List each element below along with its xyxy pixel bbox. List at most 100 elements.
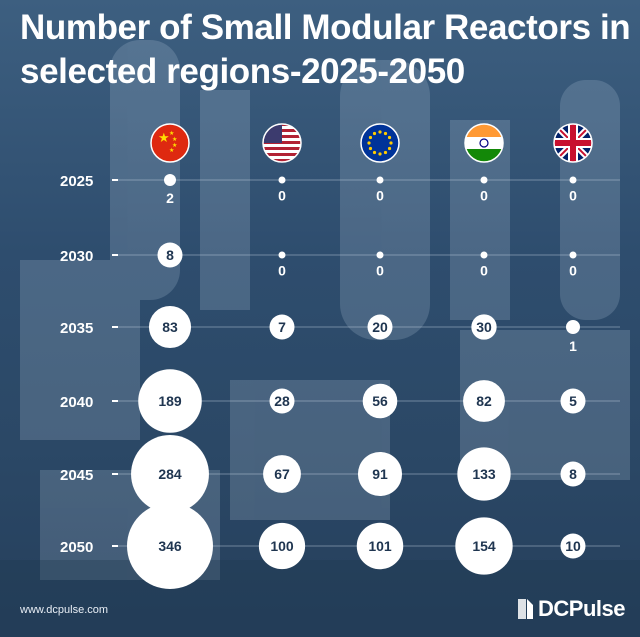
china-flag-icon: ★ ★★★★ bbox=[150, 123, 190, 163]
data-label: 0 bbox=[569, 263, 577, 279]
data-bubble bbox=[164, 174, 176, 186]
row-year-label: 2035 bbox=[60, 320, 93, 337]
data-bubble bbox=[569, 176, 577, 184]
data-label: 8 bbox=[166, 247, 174, 263]
data-bubble bbox=[455, 517, 513, 575]
flag-star bbox=[389, 141, 393, 145]
data-bubble bbox=[269, 388, 295, 414]
flag-star bbox=[368, 135, 373, 140]
data-label: 10 bbox=[565, 538, 581, 554]
data-label: 83 bbox=[162, 319, 178, 335]
data-bubble bbox=[566, 320, 580, 334]
flag-border bbox=[553, 123, 593, 163]
data-bubble bbox=[278, 251, 286, 259]
data-label: 0 bbox=[278, 263, 286, 279]
brand-logo: DCPulse bbox=[516, 596, 625, 622]
data-bubble bbox=[357, 451, 403, 497]
row-year-label: 2045 bbox=[60, 467, 93, 484]
data-label: 133 bbox=[472, 466, 496, 482]
data-label: 346 bbox=[158, 538, 182, 554]
data-bubble bbox=[463, 380, 505, 422]
data-bubble bbox=[138, 369, 202, 433]
data-bubble bbox=[376, 176, 384, 184]
brand-mark-icon bbox=[518, 599, 533, 619]
data-bubble bbox=[560, 533, 586, 559]
data-label: 0 bbox=[278, 188, 286, 204]
row-year-label: 2050 bbox=[60, 539, 93, 556]
flag-stripe bbox=[263, 144, 301, 147]
flag-star bbox=[378, 130, 382, 134]
india-flag-icon bbox=[464, 123, 504, 163]
data-bubble bbox=[480, 176, 488, 184]
data-label: 0 bbox=[480, 188, 488, 204]
flag-stripe bbox=[263, 150, 301, 153]
data-label: 8 bbox=[569, 466, 577, 482]
brand-name: DCPulse bbox=[538, 596, 625, 621]
flag-body bbox=[465, 124, 503, 162]
data-bubble bbox=[480, 251, 488, 259]
usa-flag-icon bbox=[262, 123, 302, 163]
data-label: 100 bbox=[270, 538, 294, 554]
flag-star: ★ bbox=[169, 130, 174, 137]
data-label: 0 bbox=[480, 263, 488, 279]
eu-flag-icon bbox=[360, 123, 400, 163]
row-year-label: 2030 bbox=[60, 248, 93, 265]
flag-star bbox=[367, 141, 371, 145]
flag-body bbox=[361, 124, 399, 162]
data-bubble bbox=[569, 251, 577, 259]
flag-stripe bbox=[263, 147, 301, 150]
data-bubble bbox=[560, 388, 586, 414]
data-label: 189 bbox=[158, 393, 182, 409]
flag-stripe bbox=[263, 153, 301, 156]
flag-stripe bbox=[263, 159, 301, 162]
data-label: 28 bbox=[274, 393, 290, 409]
data-label: 30 bbox=[476, 319, 492, 335]
flag-border bbox=[262, 123, 302, 163]
data-bubble bbox=[278, 176, 286, 184]
data-label: 0 bbox=[376, 263, 384, 279]
flag-border bbox=[150, 123, 190, 163]
flag-wheel bbox=[479, 138, 489, 148]
flag-star bbox=[387, 146, 392, 151]
flag-field bbox=[151, 124, 189, 162]
data-bubble bbox=[457, 447, 511, 501]
data-bubble bbox=[471, 314, 497, 340]
data-bubble bbox=[376, 251, 384, 259]
flag-star bbox=[383, 150, 388, 155]
row-year-label: 2025 bbox=[60, 173, 93, 190]
data-bubble bbox=[157, 242, 183, 268]
website-url[interactable]: www.dcpulse.com bbox=[20, 604, 109, 616]
flag-star: ★ bbox=[158, 130, 170, 145]
data-label: 154 bbox=[472, 538, 496, 554]
flag-star bbox=[387, 135, 392, 140]
flag-field bbox=[361, 124, 399, 162]
data-bubble bbox=[127, 503, 213, 589]
data-label: 91 bbox=[372, 466, 388, 482]
data-bubble bbox=[356, 522, 404, 570]
data-label: 20 bbox=[372, 319, 388, 335]
data-bubble bbox=[367, 314, 393, 340]
flag-star bbox=[368, 146, 373, 151]
flag-body: ★ ★★★★ bbox=[151, 124, 189, 162]
data-label: 0 bbox=[376, 188, 384, 204]
flag-stripe bbox=[263, 156, 301, 159]
data-label: 284 bbox=[158, 466, 182, 482]
data-label: 82 bbox=[476, 393, 492, 409]
flag-border bbox=[464, 123, 504, 163]
flag-body bbox=[554, 124, 592, 162]
uk-flag-icon bbox=[553, 123, 593, 163]
flag-star bbox=[383, 131, 388, 136]
flag-star bbox=[372, 150, 377, 155]
flag-star: ★ bbox=[172, 142, 177, 149]
data-bubble bbox=[148, 305, 192, 349]
data-label: 2 bbox=[166, 190, 174, 206]
data-label: 67 bbox=[274, 466, 290, 482]
flag-star bbox=[378, 152, 382, 156]
data-bubble bbox=[560, 461, 586, 487]
row-year-label: 2040 bbox=[60, 394, 93, 411]
data-label: 101 bbox=[368, 538, 392, 554]
data-bubble bbox=[258, 522, 306, 570]
data-label: 1 bbox=[569, 338, 577, 354]
